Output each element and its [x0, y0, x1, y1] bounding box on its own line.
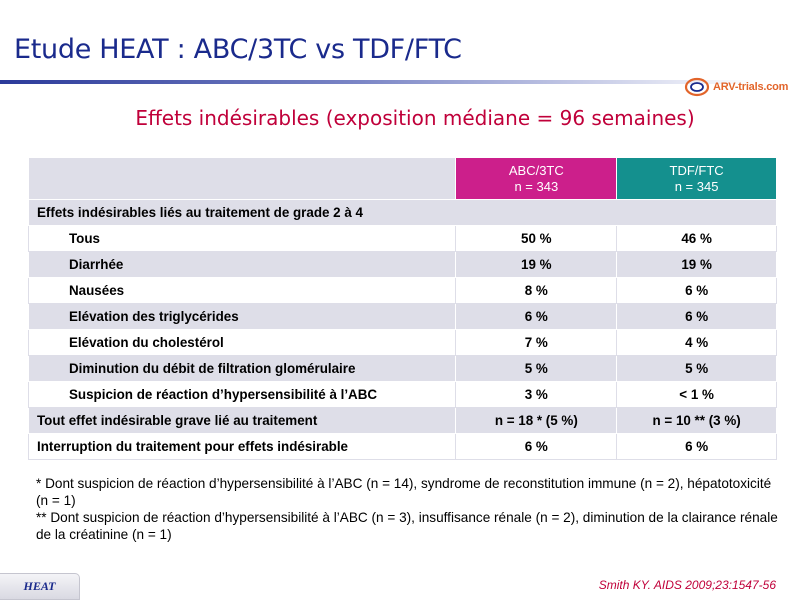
column-header-abc-3tc: ABC/3TC n = 343	[455, 157, 618, 200]
tdf-value: 6 %	[616, 303, 777, 330]
row-label: Tous	[27, 225, 457, 252]
section-row: Effets indésirables liés au traitement d…	[28, 199, 777, 226]
row-label: Diarrhée	[27, 251, 457, 278]
table-row: Tout effet indésirable grave lié au trai…	[27, 407, 777, 434]
row-label: Diminution du débit de filtration glomér…	[27, 355, 457, 382]
table-row: Diarrhée 19 % 19 %	[27, 251, 777, 278]
abc-value: 8 %	[455, 277, 618, 304]
tdf-value: 46 %	[616, 225, 777, 252]
abc-value: 7 %	[455, 329, 618, 356]
table-row: Nausées 8 % 6 %	[27, 277, 777, 304]
table-header-row: ABC/3TC n = 343 TDF/FTC n = 345	[27, 157, 777, 200]
arv-logo-icon	[684, 77, 710, 97]
row-label: Elévation du cholestérol	[27, 329, 457, 356]
study-tag: HEAT	[0, 573, 80, 600]
table-row: Diminution du débit de filtration glomér…	[27, 355, 777, 382]
table-row: Elévation des triglycérides 6 % 6 %	[27, 303, 777, 330]
section-label: Effets indésirables liés au traitement d…	[28, 199, 777, 226]
abc-value: 3 %	[455, 381, 618, 408]
abc-value: n = 18 * (5 %)	[455, 407, 618, 434]
column-name: ABC/3TC	[508, 162, 564, 178]
footnotes: * Dont suspicion de réaction d’hypersens…	[36, 475, 786, 543]
column-name: TDF/FTC	[669, 162, 724, 178]
row-label: Tout effet indésirable grave lié au trai…	[27, 407, 457, 434]
tdf-value: 5 %	[616, 355, 777, 382]
row-label: Interruption du traitement pour effets i…	[27, 433, 457, 460]
slide-title: Etude HEAT : ABC/3TC vs TDF/FTC	[14, 34, 462, 65]
tdf-value: 19 %	[616, 251, 777, 278]
table-row: Interruption du traitement pour effets i…	[27, 433, 777, 460]
abc-value: 50 %	[455, 225, 618, 252]
abc-value: 6 %	[455, 303, 618, 330]
table-row: Tous 50 % 46 %	[27, 225, 777, 252]
abc-value: 5 %	[455, 355, 618, 382]
column-n: n = 345	[674, 178, 719, 194]
tdf-value: 6 %	[616, 433, 777, 460]
table-row: Suspicion de réaction d’hypersensibilité…	[27, 381, 777, 408]
tdf-value: n = 10 ** (3 %)	[616, 407, 777, 434]
row-label: Suspicion de réaction d’hypersensibilité…	[27, 381, 457, 408]
table-corner-cell	[27, 157, 457, 200]
adverse-events-table: ABC/3TC n = 343 TDF/FTC n = 345 Effets i…	[27, 157, 777, 460]
title-underline	[0, 80, 800, 84]
table-row: Elévation du cholestérol 7 % 4 %	[27, 329, 777, 356]
footnote-2: ** Dont suspicion de réaction d’hypersen…	[36, 510, 778, 542]
row-label: Elévation des triglycérides	[27, 303, 457, 330]
abc-value: 6 %	[455, 433, 618, 460]
column-header-tdf-ftc: TDF/FTC n = 345	[616, 157, 777, 200]
tdf-value: 6 %	[616, 277, 777, 304]
tdf-value: < 1 %	[616, 381, 777, 408]
reference-citation: Smith KY. AIDS 2009;23:1547-56	[598, 578, 776, 592]
logo-text: ARV-trials.com	[713, 81, 789, 93]
arv-trials-logo[interactable]: ARV-trials.com	[684, 75, 788, 99]
column-n: n = 343	[514, 178, 559, 194]
footnote-1: * Dont suspicion de réaction d’hypersens…	[36, 476, 772, 508]
abc-value: 19 %	[455, 251, 618, 278]
tdf-value: 4 %	[616, 329, 777, 356]
row-label: Nausées	[27, 277, 457, 304]
slide-subtitle: Effets indésirables (exposition médiane …	[135, 106, 695, 130]
